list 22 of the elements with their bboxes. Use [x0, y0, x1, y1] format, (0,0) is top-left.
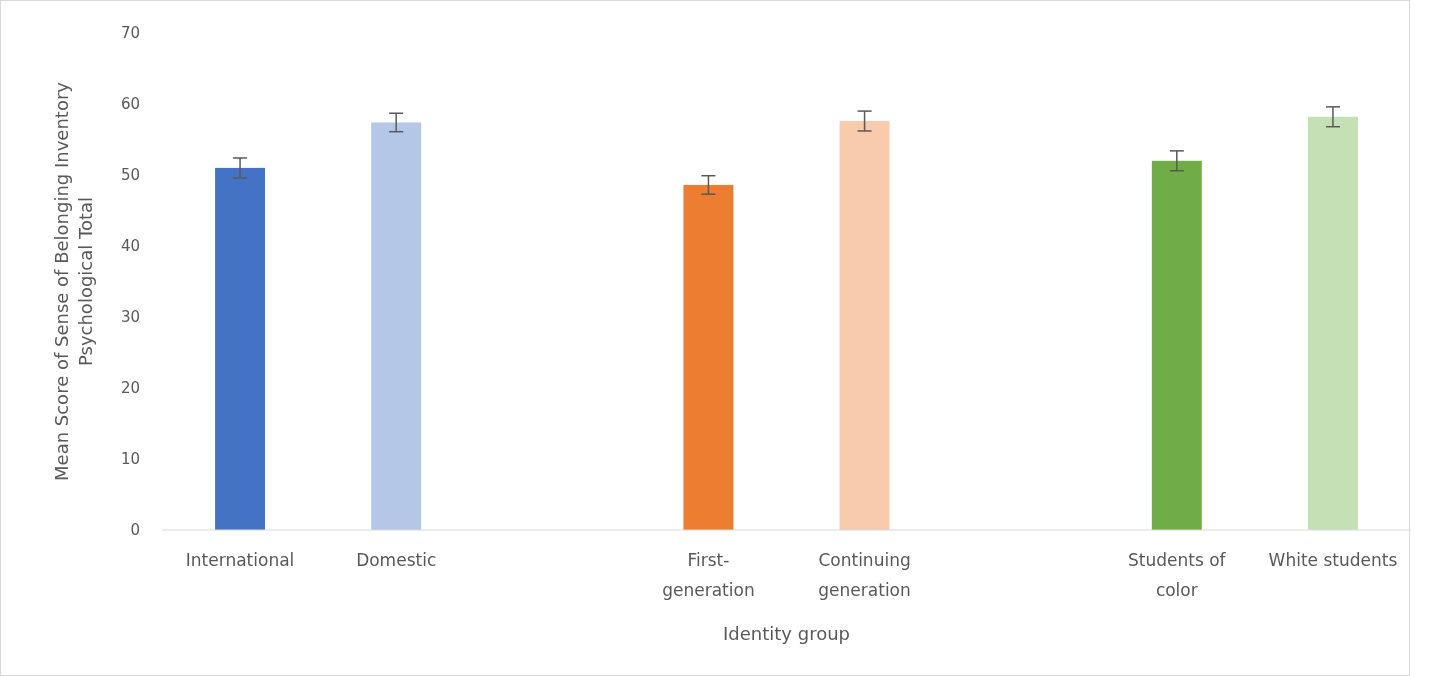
bar — [683, 184, 734, 530]
x-axis-title: Identity group — [723, 623, 850, 644]
x-tick-label: White students — [1268, 550, 1398, 570]
y-tick-label: 10 — [120, 450, 140, 469]
y-tick-label: 50 — [120, 166, 140, 185]
x-tick-label: Students of color — [1128, 550, 1227, 600]
y-tick-label: 70 — [120, 24, 140, 43]
bar — [1151, 160, 1202, 530]
y-axis-title: Mean Score of Sense of Belonging Inventory Psychological Total — [51, 81, 96, 481]
x-tick-label: International — [185, 550, 295, 570]
y-tick-label: 0 — [130, 521, 140, 540]
bar — [215, 167, 266, 530]
x-tick-label: First-generation — [662, 550, 755, 600]
x-tick-label: Continuing generation — [818, 550, 911, 600]
bar — [839, 121, 890, 530]
y-tick-label: 40 — [120, 237, 140, 256]
y-tick-label: 20 — [120, 379, 140, 398]
y-tick-label: 60 — [120, 95, 140, 114]
bar — [371, 122, 422, 530]
bar — [1307, 116, 1358, 530]
x-tick-label: Domestic — [356, 550, 437, 570]
y-tick-label: 30 — [120, 308, 140, 327]
